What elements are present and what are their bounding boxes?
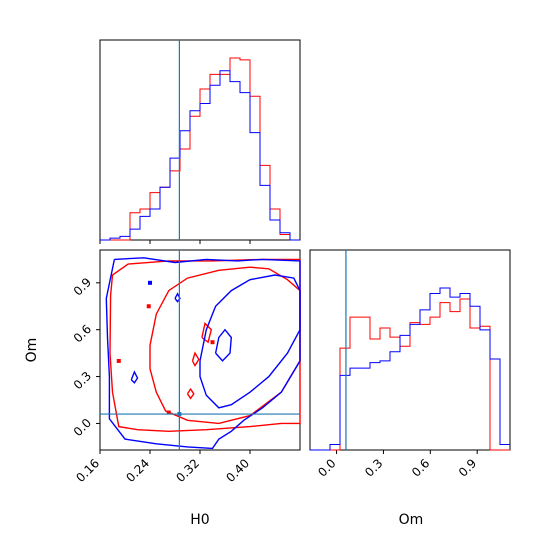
joint-marker-4 [210, 340, 215, 345]
h0-x-tick-label-0: 0.16 [73, 456, 102, 485]
x-axis-label-h0: H0 [190, 512, 209, 528]
om-histogram-red [310, 298, 510, 451]
om-y-tick-label-1: 0.3 [71, 369, 94, 392]
om-histogram-blue [310, 287, 510, 451]
h0-histogram-red [100, 57, 300, 241]
joint-contour-blue-4 [174, 292, 181, 303]
joint-marker-3 [148, 280, 152, 285]
x-axis-label-om: Om [399, 512, 424, 528]
joint-contour-blue-0 [105, 257, 301, 450]
joint-marker-2 [146, 304, 151, 309]
h0-histogram-blue [100, 70, 300, 241]
om-x-tick-label-1: 0.3 [362, 456, 385, 479]
joint-contour-red-1 [149, 266, 301, 425]
h0-histogram-panel [99, 39, 301, 244]
joint-contour-red-4 [186, 387, 195, 400]
om-x-tick-label-0: 0.0 [315, 456, 338, 479]
om-y-tick-label-2: 0.6 [71, 322, 94, 345]
joint-contour-red-2 [201, 322, 213, 344]
joint-contour-blue-3 [130, 370, 139, 384]
om-x-tick-label-3: 0.9 [456, 456, 479, 479]
joint-marker-5 [116, 358, 121, 363]
joint-marker-1 [166, 410, 171, 415]
joint-contour-red-3 [191, 351, 200, 368]
om-x-tick-label-2: 0.6 [409, 456, 432, 479]
h0-x-tick-label-3: 0.40 [223, 456, 252, 485]
joint-contour-blue-2 [214, 328, 233, 362]
joint-contour-red-0 [109, 258, 301, 433]
om-y-tick-label-0: 0.0 [71, 416, 94, 439]
h0-x-tick-label-1: 0.24 [123, 456, 152, 485]
y-axis-label-om: Om [24, 338, 40, 363]
om-y-tick-label-3: 0.9 [71, 275, 94, 298]
joint-contour-panel: 0.16 0.24 0.32 0.40 0.0 0.3 0.6 0.9 [71, 249, 301, 485]
h0-x-tick-label-2: 0.32 [173, 456, 202, 485]
joint-contour-blue-1 [199, 274, 301, 409]
